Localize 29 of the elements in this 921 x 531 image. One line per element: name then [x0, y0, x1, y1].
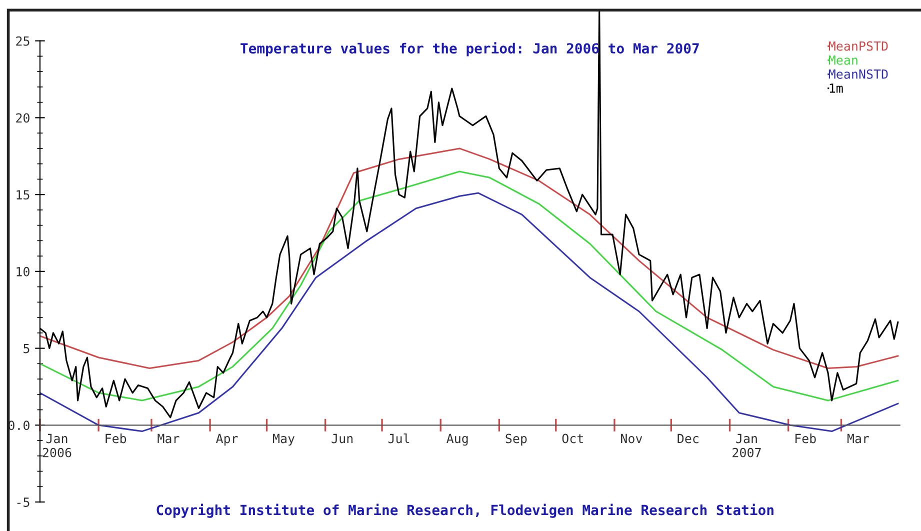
- x-tick-label: Aug: [446, 434, 468, 446]
- x-tick-label: Oct: [562, 434, 583, 444]
- legend-label: MeanNSTD: [828, 69, 888, 79]
- x-tick-label: Mar: [158, 434, 180, 444]
- x-tick-label: Apr: [216, 434, 238, 446]
- x-tick-label: Jun: [332, 434, 353, 444]
- x-tick-label: Nov: [621, 434, 642, 444]
- line-series: [40, 170, 899, 402]
- x-tick-label: Jan 2007: [732, 434, 761, 458]
- legend-label: MeanPSTD: [828, 41, 888, 51]
- x-tick-label: May: [272, 434, 295, 446]
- x-tick-label: Mar: [847, 434, 870, 444]
- legend-label: 1m: [830, 84, 843, 93]
- x-tick-label: Dec: [678, 434, 698, 444]
- y-tick-label: 25: [16, 36, 30, 46]
- x-tick-label: Jul: [388, 433, 410, 444]
- x-tick-label: Feb: [795, 434, 816, 444]
- line-series: [40, 148, 899, 370]
- legend-label: Mean: [828, 56, 858, 65]
- x-tick-label: Feb: [106, 434, 126, 444]
- y-tick-label: 10: [16, 266, 30, 276]
- text: Copyright Institute of Marine Research, Flodevigen Marine Research Station: [156, 504, 774, 518]
- x-tick-label: Jan 2006: [42, 434, 72, 458]
- y-tick-label: 20: [16, 113, 30, 123]
- line-series: [40, 192, 899, 432]
- x-tick-label: Sep: [506, 434, 527, 446]
- y-tick-label: 15: [16, 190, 30, 200]
- y-tick-label: 5: [24, 344, 30, 354]
- y-tick-label: -5: [17, 498, 30, 507]
